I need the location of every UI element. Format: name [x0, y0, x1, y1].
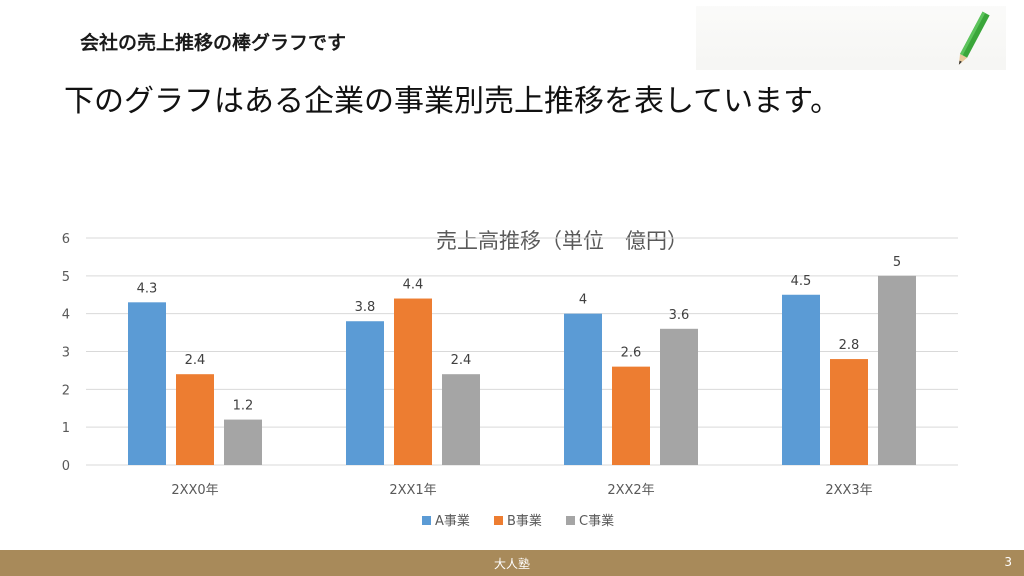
data-label: 2.4 — [185, 353, 206, 368]
x-tick-label: 2XX1年 — [389, 483, 436, 498]
data-label: 4.3 — [137, 281, 158, 296]
bar-A事業-2XX1年 — [346, 321, 384, 465]
data-label: 2.6 — [621, 346, 642, 361]
data-label: 4.5 — [791, 274, 812, 289]
bar-C事業-2XX1年 — [442, 374, 480, 465]
y-tick-label: 3 — [62, 346, 70, 361]
y-tick-label: 0 — [62, 459, 70, 474]
data-label: 2.8 — [839, 338, 860, 353]
bar-A事業-2XX0年 — [128, 302, 166, 465]
legend-label: C事業 — [579, 513, 614, 529]
data-label: 2.4 — [451, 353, 472, 368]
legend-label: A事業 — [435, 513, 470, 529]
slide-subtitle: 下のグラフはある企業の事業別売上推移を表しています。 — [64, 84, 841, 119]
bar-A事業-2XX2年 — [564, 313, 602, 465]
data-label: 3.8 — [355, 300, 376, 315]
y-tick-label: 2 — [62, 383, 70, 398]
x-tick-label: 2XX3年 — [825, 483, 872, 498]
bar-C事業-2XX0年 — [224, 419, 262, 465]
y-tick-label: 5 — [62, 270, 70, 285]
footer-bar: 大人塾 3 — [0, 550, 1024, 576]
y-tick-label: 4 — [62, 308, 70, 323]
paper-decoration — [696, 6, 1006, 70]
slide-header-title: 会社の売上推移の棒グラフです — [80, 32, 347, 54]
data-label: 4 — [579, 293, 587, 308]
bar-B事業-2XX1年 — [394, 298, 432, 465]
page-number: 3 — [1004, 555, 1012, 569]
data-label: 3.6 — [669, 308, 690, 323]
x-tick-label: 2XX0年 — [171, 483, 218, 498]
legend-swatch — [494, 516, 503, 525]
data-label: 4.4 — [403, 278, 424, 293]
bar-A事業-2XX3年 — [782, 294, 820, 465]
x-tick-label: 2XX2年 — [607, 483, 654, 498]
data-label: 5 — [893, 255, 901, 270]
y-tick-label: 1 — [62, 421, 70, 436]
pencil-icon — [958, 11, 990, 65]
legend-swatch — [566, 516, 575, 525]
bar-B事業-2XX0年 — [176, 374, 214, 465]
bar-B事業-2XX2年 — [612, 366, 650, 465]
bar-C事業-2XX3年 — [878, 275, 916, 465]
y-tick-label: 6 — [62, 232, 70, 247]
chart-title: 売上高推移（単位 億円） — [436, 229, 688, 253]
bar-C事業-2XX2年 — [660, 328, 698, 465]
data-label: 1.2 — [233, 399, 254, 414]
bar-B事業-2XX3年 — [830, 359, 868, 465]
footer-brand: 大人塾 — [493, 557, 530, 571]
legend-label: B事業 — [507, 513, 542, 529]
legend-swatch — [422, 516, 431, 525]
